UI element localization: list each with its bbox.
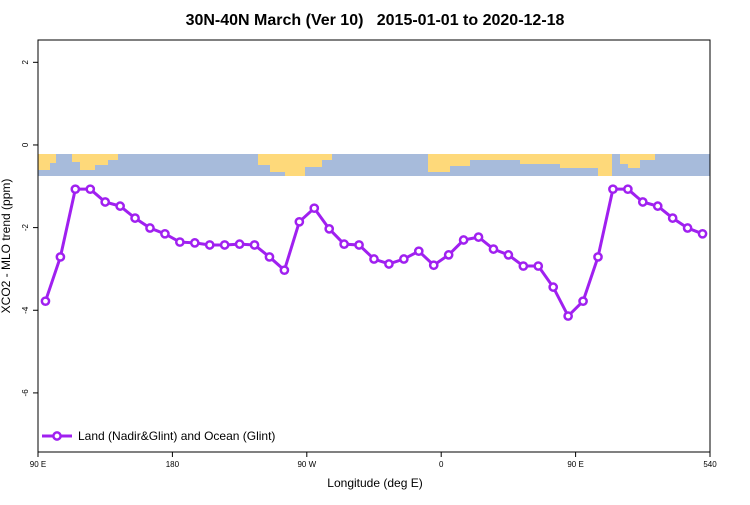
data-point: [667, 213, 678, 223]
chart-title: 30N-40N March (Ver 10) 2015-01-01 to 202…: [186, 12, 565, 29]
x-tick-label: 540: [703, 460, 717, 469]
data-point: [443, 250, 454, 260]
data-point: [413, 246, 424, 257]
data-point: [234, 239, 245, 249]
data-point: [354, 240, 364, 250]
map-strip: [38, 154, 710, 176]
x-tick-label: 90 E: [30, 460, 46, 469]
data-point: [473, 232, 484, 242]
data-point: [309, 203, 320, 214]
data-point: [384, 259, 394, 269]
data-point: [115, 201, 125, 211]
data-point: [503, 250, 514, 260]
y-axis-label: XCO2 - MLO trend (ppm): [0, 179, 13, 314]
data-point: [399, 254, 409, 264]
data-point: [145, 223, 155, 233]
data-point: [175, 237, 185, 247]
data-point: [563, 311, 573, 321]
data-point: [130, 213, 140, 223]
data-point: [593, 252, 603, 262]
x-tick-label: 180: [166, 460, 180, 469]
data-point: [697, 228, 708, 239]
data-point: [55, 252, 66, 262]
data-point: [70, 184, 81, 195]
data-point: [40, 296, 51, 307]
legend-label: Land (Nadir&Glint) and Ocean (Glint): [78, 429, 275, 443]
y-tick-label: -2: [21, 224, 30, 232]
data-point: [652, 201, 663, 211]
data-point: [100, 197, 111, 207]
data-point: [219, 240, 230, 250]
data-point: [339, 239, 349, 249]
data-point: [608, 184, 618, 195]
y-tick-label: 2: [21, 60, 30, 65]
data-point: [518, 261, 529, 271]
data-point: [279, 265, 290, 276]
x-axis-label: Longitude (deg E): [327, 476, 422, 490]
data-point: [294, 216, 305, 227]
data-point: [189, 238, 200, 248]
data-point: [264, 252, 275, 262]
data-point: [548, 282, 559, 292]
legend-marker: [52, 431, 62, 441]
plot-frame: [37, 39, 711, 453]
data-point: [458, 235, 469, 245]
data-point: [578, 296, 588, 307]
y-tick-label: 0: [21, 142, 30, 147]
data-point: [249, 240, 260, 250]
data-point: [160, 228, 170, 239]
data-point: [682, 223, 693, 233]
data-point: [533, 261, 544, 271]
x-tick-label: 0: [439, 460, 444, 469]
data-point: [488, 244, 499, 254]
data-point: [369, 254, 379, 264]
data-point: [85, 184, 96, 195]
y-tick-label: -4: [21, 306, 30, 314]
x-tick-label: 90 W: [297, 460, 316, 469]
x-tick-label: 90 E: [567, 460, 583, 469]
data-point: [324, 224, 335, 234]
data-point: [428, 260, 439, 271]
series-line: [44, 187, 704, 319]
data-point: [204, 240, 215, 250]
y-tick-label: -6: [21, 389, 30, 397]
data-point: [623, 184, 633, 195]
data-point: [637, 197, 648, 207]
